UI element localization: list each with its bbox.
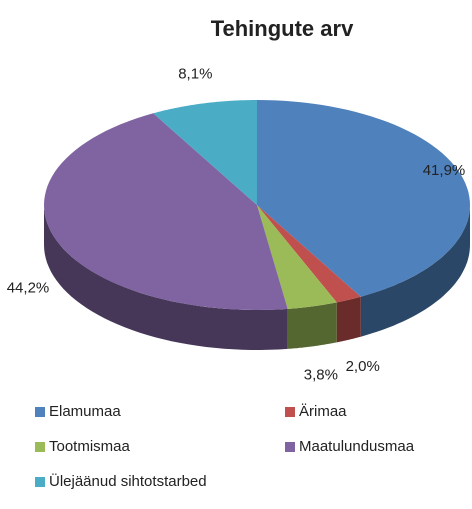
slice (257, 205, 337, 309)
slice-side (360, 205, 470, 337)
slice (153, 100, 257, 205)
legend-swatch (35, 407, 45, 417)
data-label: 8,1% (178, 65, 212, 82)
data-label: 2,0% (346, 358, 380, 375)
legend-label: Ärimaa (299, 403, 347, 420)
legend-swatch (285, 407, 295, 417)
legend-label: Maatulundusmaa (299, 438, 415, 455)
slice (44, 113, 288, 310)
data-label: 41,9% (423, 162, 466, 179)
chart-title: Tehingute arv (211, 16, 354, 41)
legend-swatch (35, 477, 45, 487)
slice-side (336, 296, 361, 343)
legend-swatch (35, 442, 45, 452)
legend-swatch (285, 442, 295, 452)
slice-side (44, 205, 288, 350)
slice-side (287, 302, 337, 349)
legend-label: Tootmismaa (49, 438, 131, 455)
legend-label: Elamumaa (49, 403, 121, 420)
data-label: 3,8% (304, 366, 338, 383)
slice (257, 205, 361, 303)
slice (257, 100, 470, 297)
data-label: 44,2% (7, 279, 50, 296)
legend-label: Ülejäänud sihtotstarbed (49, 472, 207, 490)
